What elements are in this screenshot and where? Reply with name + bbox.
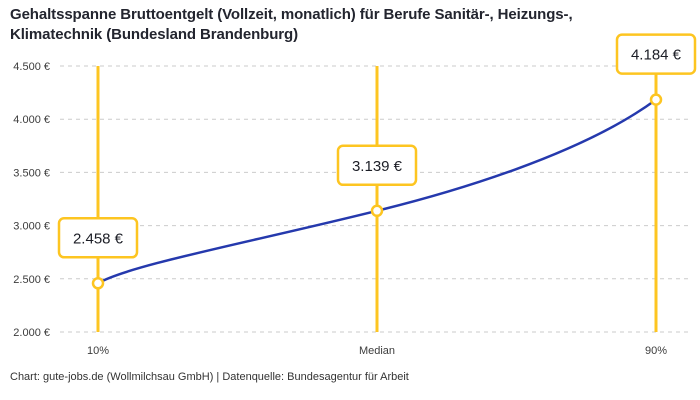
data-point-marker bbox=[649, 93, 663, 106]
value-label: 3.139 € bbox=[352, 158, 403, 175]
y-axis-tick-label: 4.500 € bbox=[13, 61, 50, 73]
value-label: 2.458 € bbox=[73, 230, 124, 247]
x-axis-category-label: 10% bbox=[87, 345, 109, 357]
x-axis-category-label: 90% bbox=[645, 345, 667, 357]
chart-footer-attribution: Chart: gute-jobs.de (Wollmilchsau GmbH) … bbox=[10, 371, 409, 383]
chart-title: Gehaltsspanne Bruttoentgelt (Vollzeit, m… bbox=[10, 6, 573, 43]
value-label-box bbox=[336, 144, 418, 187]
value-label-box bbox=[615, 33, 697, 75]
data-point-marker bbox=[370, 204, 384, 218]
value-label-box bbox=[57, 217, 139, 259]
y-axis-tick-label: 2.500 € bbox=[13, 274, 50, 286]
x-axis-category-label: Median bbox=[359, 345, 395, 357]
data-point-marker bbox=[91, 277, 105, 290]
y-axis-tick-label: 4.000 € bbox=[13, 114, 50, 126]
y-axis-tick-label: 3.500 € bbox=[13, 167, 50, 179]
y-axis-tick-label: 3.000 € bbox=[13, 221, 50, 233]
y-axis-tick-label: 2.000 € bbox=[13, 327, 50, 339]
value-label: 4.184 € bbox=[631, 47, 682, 64]
